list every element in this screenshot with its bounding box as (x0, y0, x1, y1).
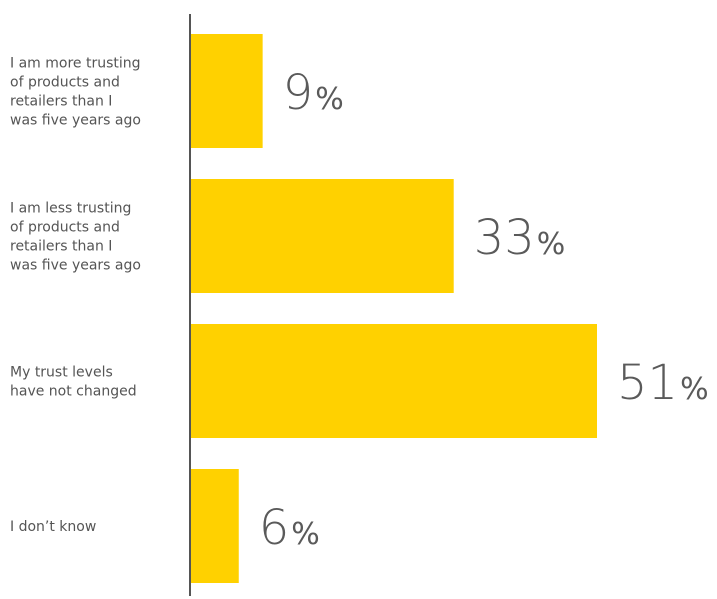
value-unit: % (291, 517, 320, 552)
value-number: 33 (474, 210, 535, 266)
value-unit: % (315, 82, 344, 117)
category-label-3: My trust levels have not changed (10, 365, 137, 400)
category-label-line: I am less trusting (10, 201, 131, 217)
bar-1 (191, 34, 263, 148)
value-label-1: 9% (283, 65, 344, 121)
value-unit: % (680, 372, 709, 407)
value-unit: % (537, 227, 566, 262)
category-label-1: I am more trusting of products and retaile… (10, 56, 141, 129)
value-label-4: 6% (259, 500, 320, 556)
value-number: 9 (283, 65, 314, 121)
category-label-line: was five years ago (10, 113, 141, 129)
category-label-line: I don’t know (10, 519, 96, 535)
value-number: 6 (259, 500, 290, 556)
category-label-line: I am more trusting (10, 56, 141, 72)
bar-2 (191, 179, 454, 293)
category-label-line: of products and (10, 75, 120, 91)
value-number: 51 (617, 355, 678, 411)
value-label-3: 51% (617, 355, 709, 411)
category-label-line: retailers than I (10, 239, 112, 255)
value-label-2: 33% (474, 210, 566, 266)
category-label-line: of products and (10, 220, 120, 236)
category-label-4: I don’t know (10, 519, 96, 535)
category-label-2: I am less trusting of products and retaile… (10, 201, 141, 274)
category-label-line: have not changed (10, 384, 137, 400)
category-label-line: My trust levels (10, 365, 113, 381)
bar-3 (191, 324, 597, 438)
bar-4 (191, 469, 239, 583)
value-labels: 9%33%51%6% (259, 65, 709, 556)
category-labels: I am more trusting of products and retaile… (10, 56, 141, 536)
category-label-line: retailers than I (10, 94, 112, 110)
bars-layer (191, 34, 597, 583)
category-label-line: was five years ago (10, 258, 141, 274)
